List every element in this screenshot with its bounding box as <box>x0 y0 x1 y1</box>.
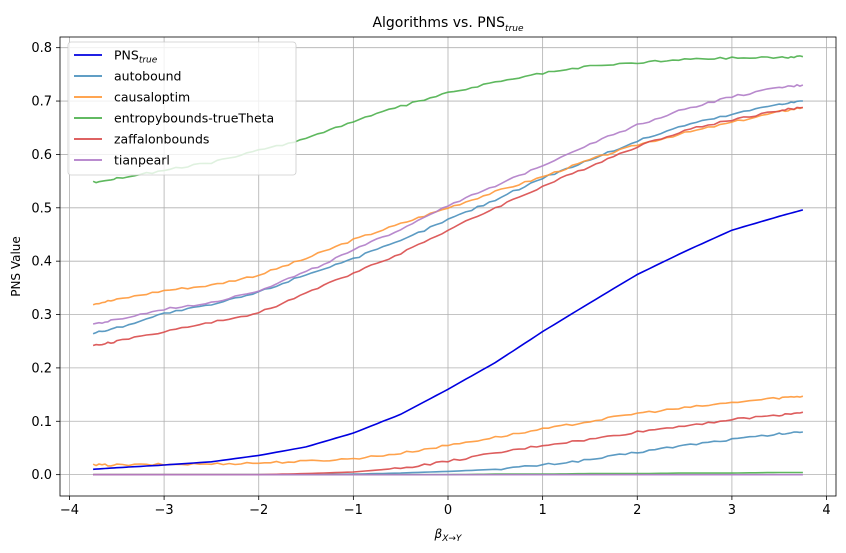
y-tick-label: 0.1 <box>31 415 52 430</box>
y-axis-label: PNS Value <box>9 236 23 297</box>
series-line-pns-pns <box>93 209 804 471</box>
y-tick-label: 0.6 <box>31 148 52 163</box>
series-line-zaffalonbounds-upper <box>92 106 803 347</box>
y-tick-label: 0.5 <box>31 201 52 216</box>
x-tick-label: −3 <box>155 503 174 518</box>
ticks: −4 −3 −2 −1 0 1 2 3 4 0.0 0.1 0.2 0.3 0.4 0.5 0.6 0.7 0.8 <box>31 41 830 518</box>
series-line-autobound-upper <box>92 100 803 335</box>
legend-label: tianpearl <box>114 153 170 168</box>
series-line-tianpearl-upper <box>92 83 804 325</box>
y-tick-label: 0.8 <box>31 41 52 56</box>
x-tick-label: 0 <box>444 503 452 518</box>
x-tick-label: −2 <box>249 503 268 518</box>
legend-label: zaffalonbounds <box>114 132 209 147</box>
y-tick-label: 0.0 <box>31 468 52 483</box>
x-tick-label: 3 <box>728 503 736 518</box>
legend: PNStrue autobound causaloptim entropybounds… <box>67 41 297 176</box>
legend-label: causaloptim <box>114 90 190 105</box>
series-line-causaloptim-upper <box>92 106 804 306</box>
x-axis-label: βX→Y <box>434 527 463 544</box>
chart-title: Algorithms vs. PNStrue <box>372 15 524 34</box>
y-tick-label: 0.2 <box>31 361 52 376</box>
series-group <box>92 55 804 476</box>
x-tick-label: 2 <box>633 503 641 518</box>
y-tick-label: 0.4 <box>31 255 52 270</box>
legend-label: PNStrue <box>114 48 158 66</box>
y-tick-label: 0.7 <box>31 95 52 110</box>
legend-box <box>67 41 297 176</box>
legend-label: entropybounds-trueTheta <box>114 111 274 126</box>
x-tick-label: −1 <box>344 503 363 518</box>
series-line-causaloptim-lower <box>92 395 804 467</box>
legend-label: autobound <box>114 69 182 84</box>
x-tick-label: 1 <box>538 503 546 518</box>
x-tick-label: 4 <box>822 503 830 518</box>
x-tick-label: −4 <box>60 503 79 518</box>
y-tick-label: 0.3 <box>31 308 52 323</box>
